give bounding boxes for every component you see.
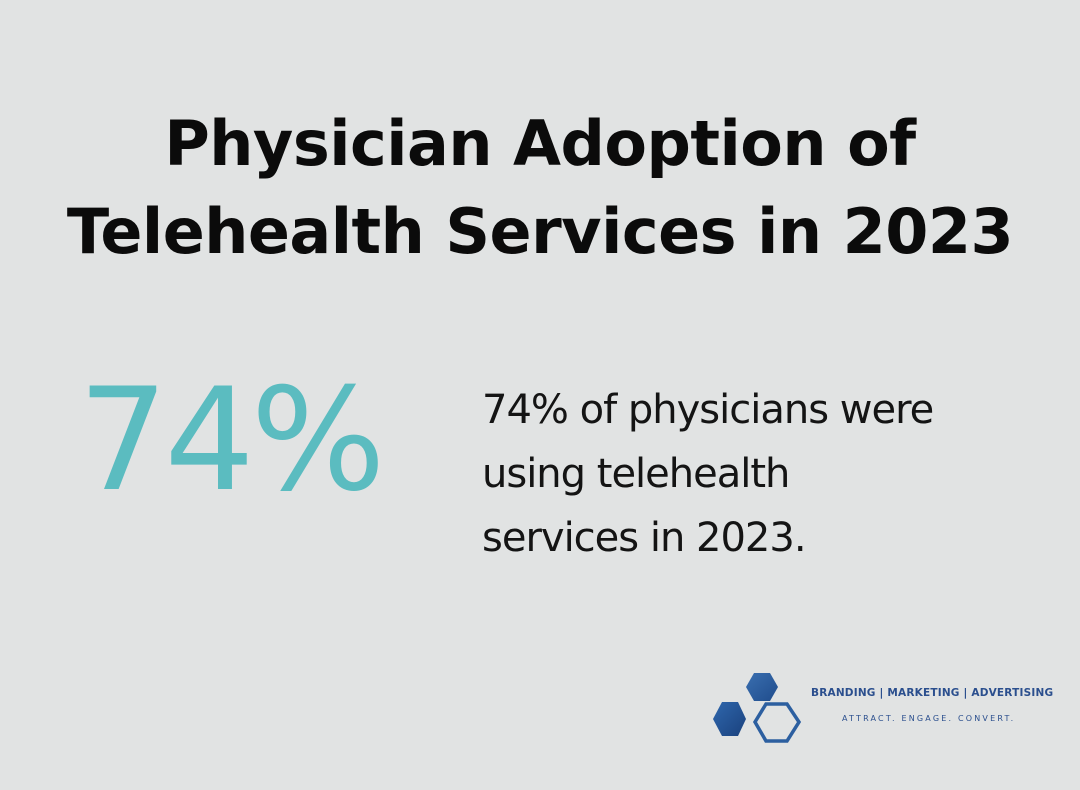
brand-tagline-primary: BRANDING | MARKETING | ADVERTISING [811,687,1054,699]
stat-value: 74% [78,358,386,523]
hexagon-top-shape [746,673,778,701]
hexagon-cluster-icon [713,673,802,743]
title-line-1: Physician Adoption of [164,107,916,180]
description-line-2: using telehealth [482,451,790,497]
title-line-2: Telehealth Services in 2023 [66,195,1014,268]
description-line-1: 74% of physicians were [482,387,934,433]
page-title: Physician Adoption of Telehealth Service… [0,100,1080,276]
description-line-3: services in 2023. [482,515,807,561]
stat-description: 74% of physicians were using telehealth … [482,378,1022,570]
hexagon-left-shape [713,702,746,736]
brand-tagline-secondary: ATTRACT. ENGAGE. CONVERT. [842,714,1016,723]
brand-logo: BRANDING | MARKETING | ADVERTISING ATTRA… [708,668,1053,752]
hexagon-outline-shape [752,702,802,743]
